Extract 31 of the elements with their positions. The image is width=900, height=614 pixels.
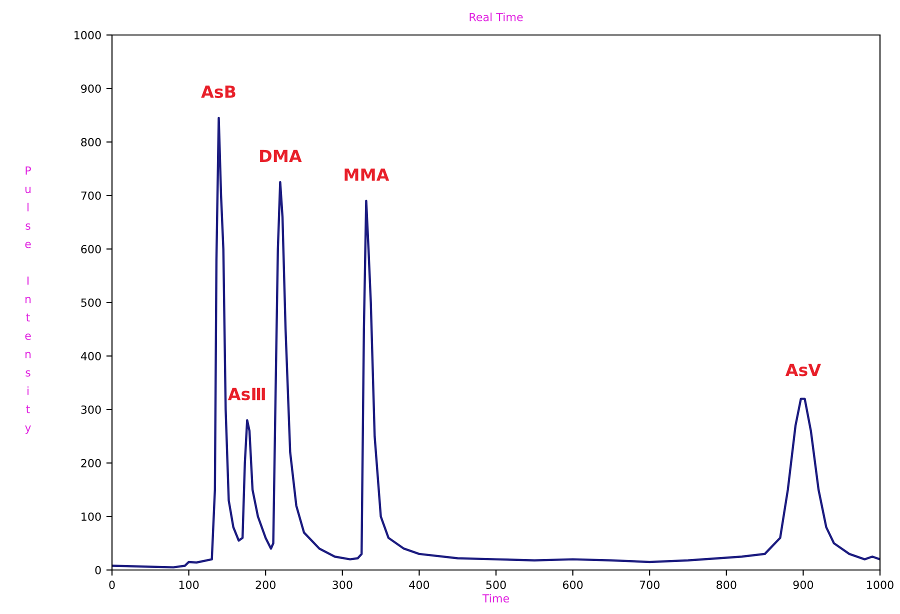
y-tick-label: 1000 <box>74 30 101 40</box>
annotation: AsV <box>785 364 821 376</box>
y-tick-label: 100 <box>82 512 101 521</box>
y-tick-label: 300 <box>81 405 101 414</box>
x-tick-label: 1000 <box>867 580 894 590</box>
y-tick-label: 400 <box>80 352 101 360</box>
y-tick-label: 500 <box>81 298 101 307</box>
x-tick-label: 500 <box>486 580 506 590</box>
y-tick-label: 800 <box>81 138 101 146</box>
chart-title: Real Time <box>470 12 523 22</box>
y-tick-label: 700 <box>81 191 101 200</box>
annotation: AsⅢ <box>228 388 265 400</box>
x-tick-label: 200 <box>256 580 276 590</box>
y-tick-label: 200 <box>81 458 101 468</box>
x-tick-label: 100 <box>179 580 199 590</box>
y-tick-label: 900 <box>81 84 101 93</box>
annotation: DMA <box>260 150 302 162</box>
x-tick-label: 800 <box>716 580 736 590</box>
y-tick-label: 0 <box>95 566 101 574</box>
annotation: AsB <box>201 86 236 98</box>
x-tick-label: 400 <box>409 580 430 590</box>
line-series <box>112 116 880 568</box>
x-tick-label: 700 <box>640 580 660 590</box>
x-tick-label: 0 <box>109 580 115 590</box>
annotation: MMA <box>344 168 390 181</box>
x-tick-label: 600 <box>562 580 583 590</box>
x-tick-label: 900 <box>793 580 814 590</box>
y-tick-label: 600 <box>81 244 101 254</box>
x-axis-title: Time <box>482 594 509 603</box>
text: Pulse Intensity <box>25 166 31 434</box>
x-tick-label: 300 <box>332 580 352 590</box>
